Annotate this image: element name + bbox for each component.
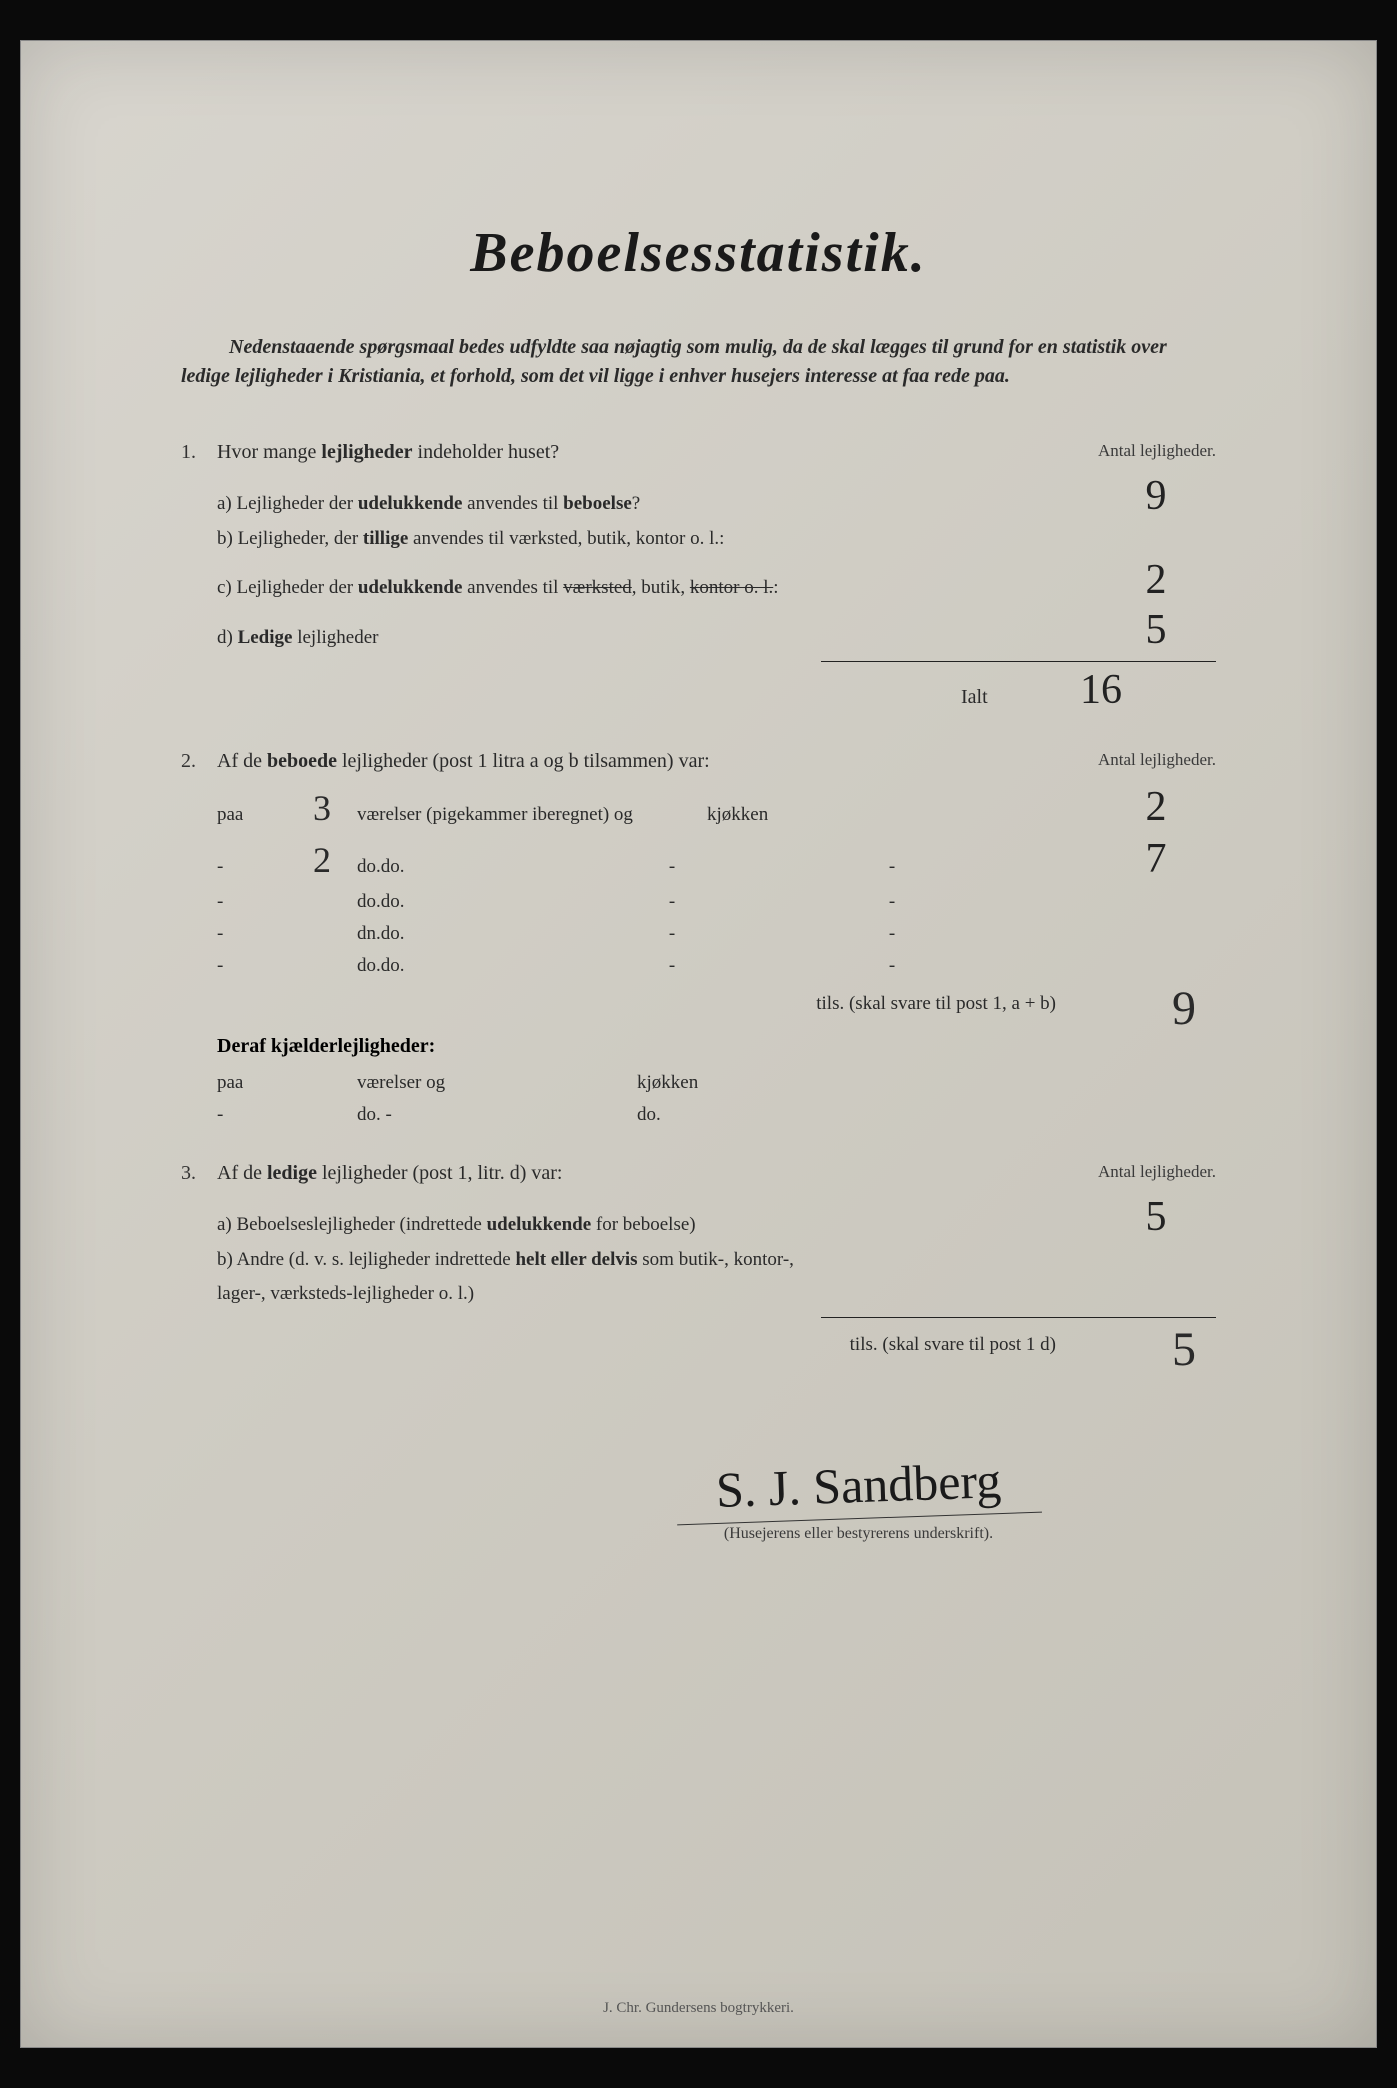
paa-label: -: [217, 856, 287, 878]
paa-label: -: [217, 923, 287, 945]
q2-room-row: -dn.do.--: [181, 923, 1216, 945]
q2-tils-answer: 9: [1172, 981, 1196, 1036]
dash: -: [857, 923, 927, 945]
q1-divider: [821, 661, 1216, 662]
dash: -: [637, 923, 707, 945]
dash: -: [857, 856, 927, 878]
paa-label: paa: [217, 1072, 287, 1094]
q3-tils: tils. (skal svare til post 1 d) 5: [181, 1334, 1216, 1356]
q1a-answer: 9: [1096, 478, 1216, 516]
q3-number: 3.: [181, 1162, 217, 1185]
page-title: Beboelsesstatistik.: [181, 221, 1216, 285]
q3-header: 3. Af de ledige lejligheder (post 1, lit…: [181, 1162, 1216, 1185]
kjokken-label: kjøkken: [707, 804, 857, 826]
preamble-text: Nedenstaaende spørgsmaal bedes udfyldte …: [181, 333, 1216, 391]
q2-room-row: paa3værelser (pigekammer iberegnet) og kj…: [181, 787, 1216, 829]
q3b-label: b) Andre (d. v. s. lejligheder indretted…: [217, 1249, 1096, 1271]
q1d-label: d) Ledige lejligheder: [217, 627, 1096, 649]
q1d-answer: 5: [1096, 612, 1216, 650]
vaerelser-label: værelser og: [357, 1072, 637, 1094]
q3b-line2: lager-, værksteds-lejligheder o. l.): [217, 1283, 1216, 1305]
q1-number: 1.: [181, 441, 217, 464]
rooms-value: 3: [287, 787, 357, 829]
kjokken-label: do.: [637, 1104, 827, 1126]
kjokken-label: kjøkken: [637, 1072, 827, 1094]
antal-header-3: Antal lejligheder.: [1098, 1162, 1216, 1182]
q1b-row: b) Lejligheder, der tillige anvendes til…: [181, 528, 1216, 550]
q3-tils-label: tils. (skal svare til post 1 d): [850, 1334, 1056, 1355]
vaerelser-label: do.do.: [357, 891, 637, 913]
vaerelser-label: do.do.: [357, 856, 637, 878]
paa-label: -: [217, 955, 287, 977]
dash: -: [857, 891, 927, 913]
paa-label: -: [217, 1104, 287, 1126]
q1b-label: b) Lejligheder, der tillige anvendes til…: [217, 528, 1096, 550]
q2-text: Af de beboede lejligheder (post 1 litra …: [217, 750, 1216, 773]
q2-room-row: -2do.do.--7: [181, 839, 1216, 881]
q1c-row: c) Lejligheder der udelukkende anvendes …: [181, 562, 1216, 600]
paa-label: -: [217, 891, 287, 913]
document-page: Beboelsesstatistik. Nedenstaaende spørgs…: [20, 40, 1377, 2048]
signature-area: S. J. Sandberg (Husejerens eller bestyre…: [181, 1456, 1216, 1543]
q2-tils: tils. (skal svare til post 1, a + b) 9: [181, 993, 1216, 1015]
antal-header-2: Antal lejligheder.: [1098, 750, 1216, 770]
q2-room-row: -do.do.--: [181, 955, 1216, 977]
q3b-row: b) Andre (d. v. s. lejligheder indretted…: [181, 1249, 1216, 1271]
deraf-heading: Deraf kjælderlejligheder:: [181, 1035, 1216, 1058]
q2-row-answer: 7: [1096, 841, 1216, 879]
q3a-label: a) Beboelseslejligheder (indrettede udel…: [217, 1214, 1096, 1236]
dash: -: [637, 955, 707, 977]
q1-total: Ialt 16: [181, 672, 1216, 710]
dash: -: [637, 856, 707, 878]
q3-divider: [821, 1317, 1216, 1318]
ialt-label: Ialt: [961, 686, 1041, 709]
vaerelser-label: do.do.: [357, 955, 637, 977]
antal-header-1: Antal lejligheder.: [1098, 441, 1216, 461]
question-3: 3. Af de ledige lejligheder (post 1, lit…: [181, 1162, 1216, 1356]
printer-footer: J. Chr. Gundersens bogtrykkeri.: [21, 2000, 1376, 2017]
q1d-row: d) Ledige lejligheder 5: [181, 612, 1216, 650]
q1c-label: c) Lejligheder der udelukkende anvendes …: [217, 577, 1096, 599]
paa-label: paa: [217, 804, 287, 826]
signature: S. J. Sandberg: [675, 1450, 1042, 1526]
dash: -: [857, 955, 927, 977]
q1a-row: a) Lejligheder der udelukkende anvendes …: [181, 478, 1216, 516]
vaerelser-label: værelser (pigekammer iberegnet) og: [357, 804, 637, 826]
q2-number: 2.: [181, 750, 217, 773]
q1a-label: a) Lejligheder der udelukkende anvendes …: [217, 493, 1096, 515]
q3-text: Af de ledige lejligheder (post 1, litr. …: [217, 1162, 1216, 1185]
q2-room-row: -do.do.--: [181, 891, 1216, 913]
q2-row-answer: 2: [1096, 789, 1216, 827]
q2-header: 2. Af de beboede lejligheder (post 1 lit…: [181, 750, 1216, 773]
question-1: 1. Hvor mange lejligheder indeholder hus…: [181, 441, 1216, 710]
dash: -: [637, 891, 707, 913]
rooms-value: 2: [287, 839, 357, 881]
q3a-row: a) Beboelseslejligheder (indrettede udel…: [181, 1199, 1216, 1237]
vaerelser-label: do. -: [357, 1104, 637, 1126]
q3-tils-answer: 5: [1172, 1322, 1196, 1377]
vaerelser-label: dn.do.: [357, 923, 637, 945]
signature-caption: (Husejerens eller bestyrerens underskrif…: [501, 1525, 1216, 1543]
question-2: 2. Af de beboede lejligheder (post 1 lit…: [181, 750, 1216, 1126]
q2-tils-label: tils. (skal svare til post 1, a + b): [816, 993, 1056, 1014]
q2-deraf-row: paa værelser ogkjøkken: [181, 1072, 1216, 1094]
q1-text: Hvor mange lejligheder indeholder huset?: [217, 441, 1216, 464]
ialt-answer: 16: [1041, 672, 1161, 710]
q3a-answer: 5: [1096, 1199, 1216, 1237]
q1c-answer: 2: [1096, 562, 1216, 600]
q1-header: 1. Hvor mange lejligheder indeholder hus…: [181, 441, 1216, 464]
q3b-row2: lager-, værksteds-lejligheder o. l.): [181, 1283, 1216, 1305]
q2-deraf-row: - do. -do.: [181, 1104, 1216, 1126]
